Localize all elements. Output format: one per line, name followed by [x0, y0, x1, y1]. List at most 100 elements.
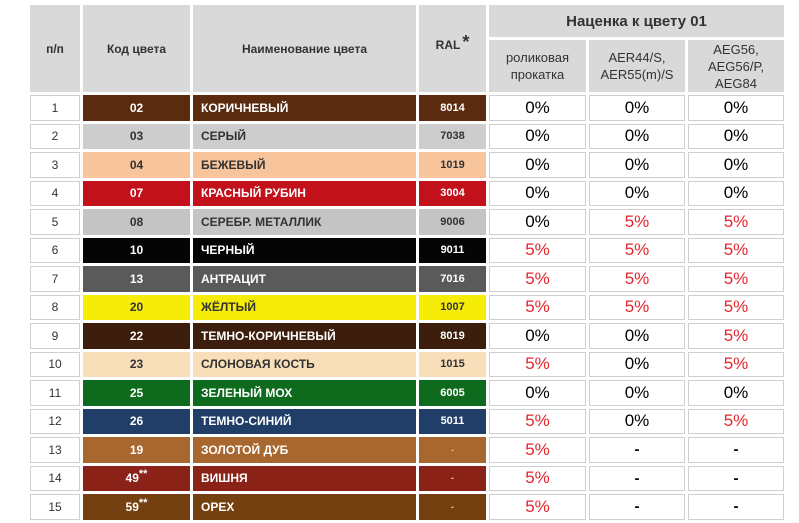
markup-aeg: 5%	[688, 323, 785, 349]
header-sub-rolling: роликовая прокатка	[489, 40, 586, 92]
row-number: 6	[30, 237, 80, 263]
color-code: 20	[83, 294, 190, 320]
ral-code: 8014	[419, 95, 486, 121]
markup-aeg: 5%	[688, 266, 785, 292]
header-sub-aeg: AEG56, AEG56/P, AEG84	[688, 40, 785, 92]
row-number: 15	[30, 494, 80, 520]
header-name: Наименование цвета	[193, 5, 416, 92]
color-name: КОРИЧНЕВЫЙ	[193, 95, 416, 121]
markup-aeg: 0%	[688, 95, 785, 121]
header-code: Код цвета	[83, 5, 190, 92]
row-number: 7	[30, 266, 80, 292]
markup-rolling: 5%	[489, 408, 586, 434]
markup-rolling: 5%	[489, 351, 586, 377]
color-name: СЕРЫЙ	[193, 123, 416, 149]
header-markup-title: Наценка к цвету 01	[489, 5, 785, 37]
row-number: 14	[30, 465, 80, 491]
row-number: 13	[30, 437, 80, 463]
header-num: п/п	[30, 5, 80, 92]
color-code: 13	[83, 266, 190, 292]
header-sub-aeg-line3: AEG84	[715, 75, 757, 91]
markup-rolling: 5%	[489, 465, 586, 491]
header-ral-asterisk: *	[462, 32, 470, 52]
ral-code: 3004	[419, 180, 486, 206]
color-code: 02	[83, 95, 190, 121]
header-sub-rolling-line2: прокатка	[510, 67, 565, 82]
color-markup-table-wrapper: п/п Код цвета Наименование цвета RAL * На…	[27, 2, 785, 523]
table-row: 3 04 БЕЖЕВЫЙ 1019 0% 0% 0%	[30, 152, 785, 178]
markup-aeg: 5%	[688, 294, 785, 320]
table-row: 14 49** ВИШНЯ -5% - -	[30, 465, 785, 491]
markup-aer: 0%	[589, 180, 685, 206]
color-code: 10	[83, 237, 190, 263]
color-name: ЗЕЛЕНЫЙ МОХ	[193, 380, 416, 406]
markup-aer: 0%	[589, 380, 685, 406]
markup-aeg: 0%	[688, 152, 785, 178]
color-code: 23	[83, 351, 190, 377]
markup-aer: 5%	[589, 266, 685, 292]
color-name: БЕЖЕВЫЙ	[193, 152, 416, 178]
table-row: 10 23 СЛОНОВАЯ КОСТЬ 1015 5% 0% 5%	[30, 351, 785, 377]
markup-aer: -	[589, 437, 685, 463]
markup-aeg: -	[688, 494, 785, 520]
markup-aeg: 0%	[688, 123, 785, 149]
header-sub-aeg-line2: AEG56/P,	[707, 58, 765, 74]
markup-aer: 0%	[589, 152, 685, 178]
table-row: 11 25 ЗЕЛЕНЫЙ МОХ 6005 0% 0% 0%	[30, 380, 785, 406]
row-number: 2	[30, 123, 80, 149]
ral-code: 6005	[419, 380, 486, 406]
markup-aer: -	[589, 494, 685, 520]
ral-code: 9006	[419, 209, 486, 235]
color-code-value: 26	[129, 414, 144, 429]
color-code-value: 25	[129, 385, 144, 400]
row-number: 10	[30, 351, 80, 377]
color-code: 04	[83, 152, 190, 178]
markup-aeg: 5%	[688, 351, 785, 377]
markup-rolling: 0%	[489, 380, 586, 406]
ral-code: 5011	[419, 408, 486, 434]
markup-aer: 0%	[589, 323, 685, 349]
ral-code: 7038	[419, 123, 486, 149]
color-code-value: 23	[129, 357, 144, 372]
header-sub-aeg-line1: AEG56,	[713, 41, 759, 57]
markup-rolling: 5%	[489, 237, 586, 263]
ral-code: 9011	[419, 237, 486, 263]
color-code-value: 19	[129, 442, 144, 457]
table-row: 15 59** ОРЕХ -5% - -	[30, 494, 785, 520]
color-name: КРАСНЫЙ РУБИН	[193, 180, 416, 206]
color-name: ТЕМНО-КОРИЧНЕВЫЙ	[193, 323, 416, 349]
table-row: 13 19 ЗОЛОТОЙ ДУБ -5% - -	[30, 437, 785, 463]
row-number: 5	[30, 209, 80, 235]
markup-aer: 0%	[589, 351, 685, 377]
markup-aeg: 5%	[688, 408, 785, 434]
markup-aer: 0%	[589, 123, 685, 149]
color-name: ВИШНЯ	[193, 465, 416, 491]
color-code-value: 20	[129, 300, 144, 315]
markup-aer: 5%	[589, 209, 685, 235]
ral-code: 1019	[419, 152, 486, 178]
color-code-value: 49	[125, 471, 139, 486]
ral-code: 7016	[419, 266, 486, 292]
markup-rolling: 0%	[489, 123, 586, 149]
color-name: ЗОЛОТОЙ ДУБ	[193, 437, 416, 463]
ral-code: 1015	[419, 351, 486, 377]
header-ral-label: RAL	[435, 38, 461, 52]
markup-aer: 5%	[589, 237, 685, 263]
row-number: 11	[30, 380, 80, 406]
table-row: 8 20 ЖЁЛТЫЙ 1007 5% 5% 5%	[30, 294, 785, 320]
ral-code: 1007	[419, 294, 486, 320]
markup-aer: 5%	[589, 294, 685, 320]
markup-aeg: 0%	[688, 180, 785, 206]
color-name: АНТРАЦИТ	[193, 266, 416, 292]
color-code-value: 13	[129, 271, 144, 286]
color-code-value: 04	[129, 157, 144, 172]
color-code-footnote-mark: **	[138, 468, 148, 481]
color-code: 25	[83, 380, 190, 406]
color-code: 26	[83, 408, 190, 434]
color-code-value: 08	[129, 214, 144, 229]
markup-rolling: 5%	[489, 266, 586, 292]
color-name: СЛОНОВАЯ КОСТЬ	[193, 351, 416, 377]
color-code: 08	[83, 209, 190, 235]
color-code: 59**	[83, 494, 190, 520]
color-name: СЕРЕБР. МЕТАЛЛИК	[193, 209, 416, 235]
